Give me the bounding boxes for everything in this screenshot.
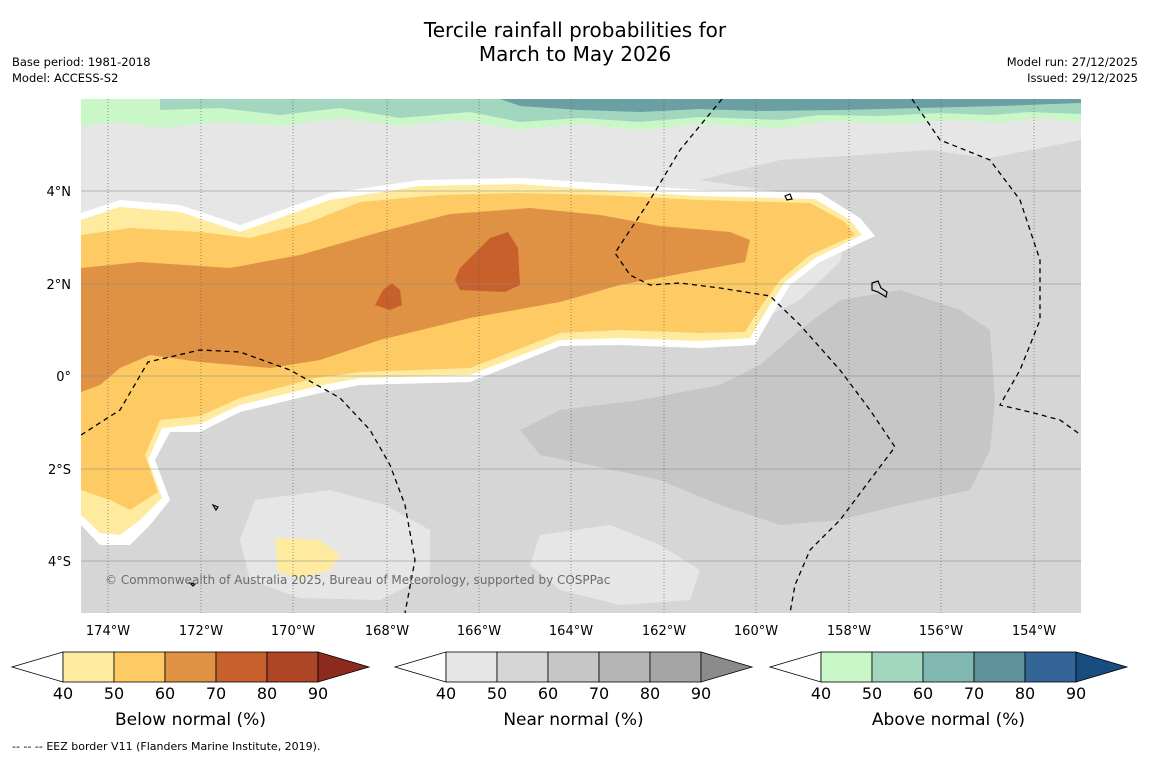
colorbar-max-extend — [700, 651, 754, 683]
colorbar-label: Below normal (%) — [115, 710, 266, 730]
eez-legend-text: EEZ border V11 (Flanders Marine Institut… — [46, 740, 321, 753]
eez-border-west — [81, 349, 416, 613]
colorbar-tick-label: 90 — [1066, 684, 1086, 703]
colorbars: 40 50 60 70 80 90 Below normal (%) 40 50 60 70 80 90… — [10, 651, 1129, 730]
colorbar-swatch — [215, 651, 268, 683]
meta-left: Base period: 1981-2018 Model: ACCESS-S2 — [12, 54, 151, 86]
copyright-notice: © Commonwealth of Australia 2025, Bureau… — [105, 573, 610, 587]
colorbar-swatch — [820, 651, 873, 683]
colorbar-tick-label: 40 — [53, 684, 73, 703]
longitude-label: 168°W — [365, 624, 409, 639]
colorbar-swatch — [62, 651, 115, 683]
colorbar-label: Near normal (%) — [503, 710, 643, 730]
colorbar-max-extend — [317, 651, 371, 683]
colorbar-tick-label: 80 — [257, 684, 277, 703]
map-panel: © Commonwealth of Australia 2025, Bureau… — [81, 99, 1081, 613]
longitude-label: 162°W — [642, 624, 686, 639]
colorbar: 40 50 60 70 80 90 Above normal (%) — [768, 651, 1129, 730]
longitude-label: 158°W — [827, 624, 871, 639]
island — [871, 280, 888, 298]
model-name: Model: ACCESS-S2 — [12, 71, 119, 85]
colorbar-tick-label: 40 — [811, 684, 831, 703]
near-normal-light-patch-east — [530, 525, 700, 605]
latitude-label: 4°S — [48, 555, 71, 570]
longitude-labels: 174°W 172°W 170°W 168°W 166°W 164°W 162°W 160°W… — [86, 624, 1056, 639]
eez-borders — [81, 99, 1081, 613]
longitude-label: 172°W — [179, 624, 223, 639]
colorbar-min-extend — [393, 651, 447, 683]
graticule — [81, 99, 1081, 613]
colorbar-swatch — [113, 651, 166, 683]
eez-border-east — [911, 99, 1081, 436]
colorbar-tick-label: 60 — [538, 684, 558, 703]
below-normal-70-patch — [375, 283, 402, 310]
colorbar-swatch — [164, 651, 217, 683]
colorbar-tick-label: 70 — [206, 684, 226, 703]
footer-legend: -- -- -- EEZ border V11 (Flanders Marine… — [12, 740, 320, 753]
island — [784, 193, 793, 201]
colorbar-swatch — [922, 651, 975, 683]
colorbar-swatch — [871, 651, 924, 683]
colorbar-tick-label: 80 — [640, 684, 660, 703]
eez-border-central — [614, 99, 896, 613]
colorbar-tick-label: 50 — [862, 684, 882, 703]
latitude-labels: 4°N 2°N 0° 2°S 4°S — [47, 185, 72, 570]
island — [211, 503, 219, 512]
colorbar-tick-label: 40 — [436, 684, 456, 703]
colorbar-swatch — [973, 651, 1026, 683]
title-line-2: March to May 2026 — [478, 42, 672, 66]
islands — [188, 193, 888, 587]
colorbar-swatch — [547, 651, 600, 683]
longitude-label: 170°W — [271, 624, 315, 639]
latitude-label: 4°N — [47, 185, 72, 200]
colorbar-swatch — [266, 651, 319, 683]
below-normal-70-area — [455, 232, 520, 292]
colorbar-tick-label: 50 — [104, 684, 124, 703]
base-period: Base period: 1981-2018 — [12, 55, 151, 69]
model-run: Model run: 27/12/2025 — [1006, 55, 1138, 69]
colorbar-tick-label: 60 — [155, 684, 175, 703]
colorbar: 40 50 60 70 80 90 Near normal (%) — [393, 651, 754, 730]
colorbar-tick-label: 70 — [964, 684, 984, 703]
colorbar-swatch — [445, 651, 498, 683]
near-normal-dark-area-east — [700, 150, 1081, 440]
colorbar-tick-label: 50 — [487, 684, 507, 703]
longitude-label: 164°W — [549, 624, 593, 639]
eez-legend-symbol: -- -- -- — [12, 740, 43, 753]
longitude-label: 160°W — [734, 624, 778, 639]
colorbar-tick-label: 60 — [913, 684, 933, 703]
colorbar: 40 50 60 70 80 90 Below normal (%) — [10, 651, 371, 730]
colorbar-min-extend — [768, 651, 822, 683]
island — [188, 582, 197, 587]
colorbar-label: Above normal (%) — [872, 710, 1025, 730]
longitude-label: 154°W — [1012, 624, 1056, 639]
above-normal-60-band — [500, 99, 1081, 112]
title-line-1: Tercile rainfall probabilities for — [423, 18, 727, 42]
colorbar-swatch — [598, 651, 651, 683]
colorbar-tick-label: 80 — [1015, 684, 1035, 703]
below-normal-40-patch-south — [275, 538, 340, 578]
colorbar-swatch — [496, 651, 549, 683]
colorbar-tick-label: 70 — [589, 684, 609, 703]
issued-date: Issued: 29/12/2025 — [1027, 71, 1138, 85]
colorbar-max-extend — [1075, 651, 1129, 683]
near-normal-dark-area — [520, 290, 995, 525]
colorbar-swatch — [1024, 651, 1077, 683]
longitude-label: 174°W — [86, 624, 130, 639]
longitude-label: 156°W — [919, 624, 963, 639]
latitude-label: 2°N — [47, 278, 72, 293]
colorbar-swatch — [649, 651, 702, 683]
latitude-label: 2°S — [48, 463, 71, 478]
colorbar-tick-label: 90 — [691, 684, 711, 703]
map-title: Tercile rainfall probabilities for March… — [0, 18, 1150, 66]
longitude-label: 166°W — [457, 624, 501, 639]
colorbar-min-extend — [10, 651, 64, 683]
meta-right: Model run: 27/12/2025 Issued: 29/12/2025 — [1007, 54, 1138, 86]
colorbar-tick-label: 90 — [308, 684, 328, 703]
latitude-label: 0° — [56, 370, 71, 385]
below-normal-60-area — [81, 208, 750, 392]
